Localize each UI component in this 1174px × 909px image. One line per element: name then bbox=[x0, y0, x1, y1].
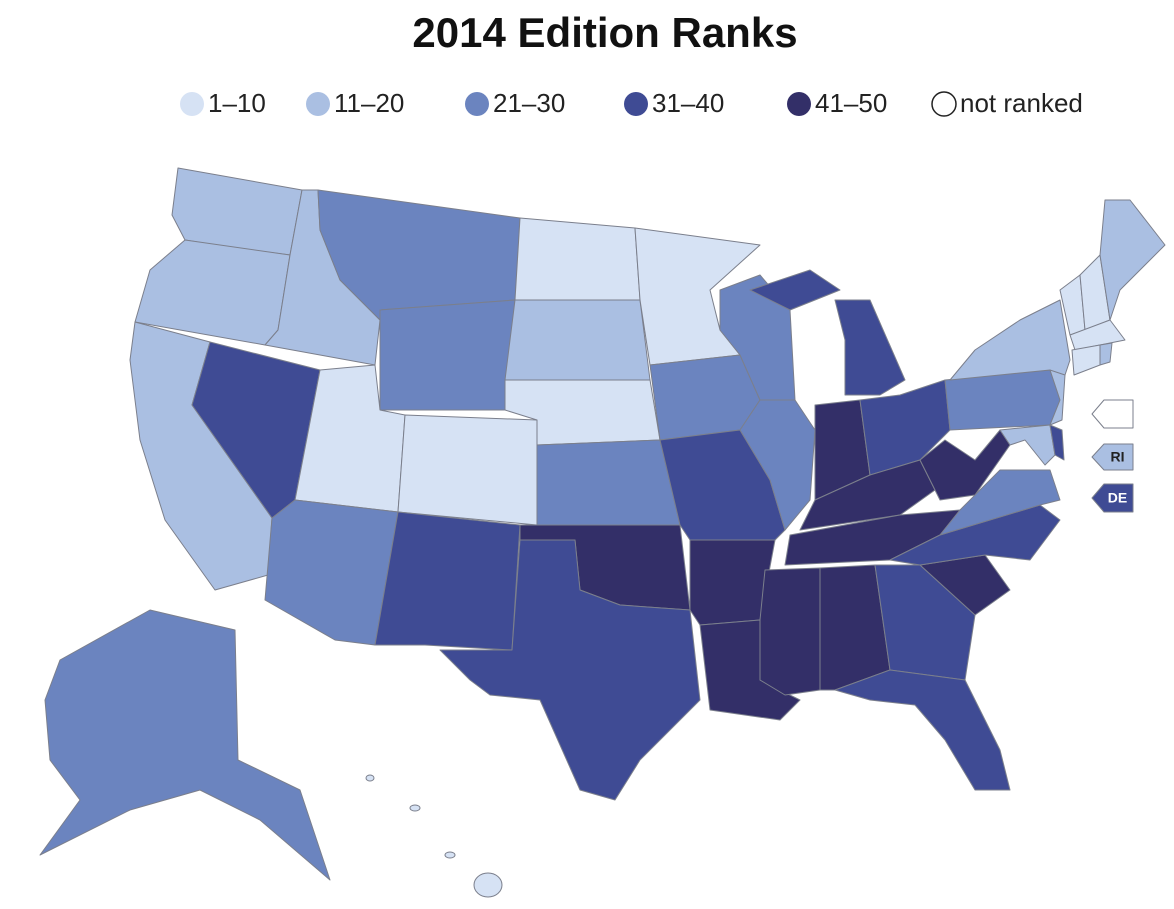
state bbox=[739, 399, 816, 531]
legend-swatch bbox=[465, 92, 489, 116]
callout-label: DE bbox=[1108, 490, 1127, 506]
legend-swatch bbox=[624, 92, 648, 116]
legend-label: not ranked bbox=[960, 88, 1083, 118]
state bbox=[39, 609, 331, 881]
legend-label: 31–40 bbox=[652, 88, 724, 118]
state bbox=[444, 851, 456, 859]
state bbox=[759, 567, 821, 696]
callout-arrow bbox=[1091, 483, 1134, 513]
legend-label: 11–20 bbox=[334, 88, 404, 118]
legend-label: 41–50 bbox=[815, 88, 887, 118]
legend-swatch bbox=[180, 92, 204, 116]
callout-label: DC bbox=[1107, 406, 1127, 422]
state bbox=[409, 804, 421, 812]
state bbox=[749, 269, 841, 311]
state bbox=[504, 299, 651, 381]
title: 2014 Edition Ranks bbox=[412, 9, 797, 56]
state bbox=[536, 439, 681, 526]
callout-arrow bbox=[1091, 399, 1134, 429]
state bbox=[473, 872, 503, 898]
legend-label: 1–10 bbox=[208, 88, 266, 118]
state bbox=[439, 539, 701, 801]
state bbox=[397, 414, 538, 526]
state bbox=[889, 504, 1061, 566]
state bbox=[1049, 424, 1065, 461]
legend: 1–10 11–20 21–30 31–40 41–50 not ranked bbox=[180, 88, 1083, 118]
legend-swatch bbox=[787, 92, 811, 116]
state bbox=[1071, 344, 1101, 376]
callout-label: RI bbox=[1111, 449, 1125, 465]
callout-arrow bbox=[1091, 443, 1134, 471]
state bbox=[374, 511, 521, 651]
state bbox=[365, 774, 375, 782]
state bbox=[1099, 342, 1113, 366]
state bbox=[834, 299, 906, 396]
state bbox=[514, 217, 641, 301]
state bbox=[939, 469, 1061, 536]
state bbox=[1069, 319, 1126, 351]
state bbox=[834, 669, 1011, 791]
legend-label: 21–30 bbox=[493, 88, 565, 118]
us-map bbox=[39, 167, 1166, 898]
callouts: DC RI DE bbox=[1091, 399, 1134, 513]
state bbox=[264, 499, 399, 646]
legend-swatch bbox=[931, 91, 957, 117]
state bbox=[379, 299, 516, 411]
state bbox=[1099, 199, 1166, 321]
state bbox=[1049, 369, 1066, 426]
legend-swatch bbox=[306, 92, 330, 116]
state bbox=[874, 564, 976, 681]
